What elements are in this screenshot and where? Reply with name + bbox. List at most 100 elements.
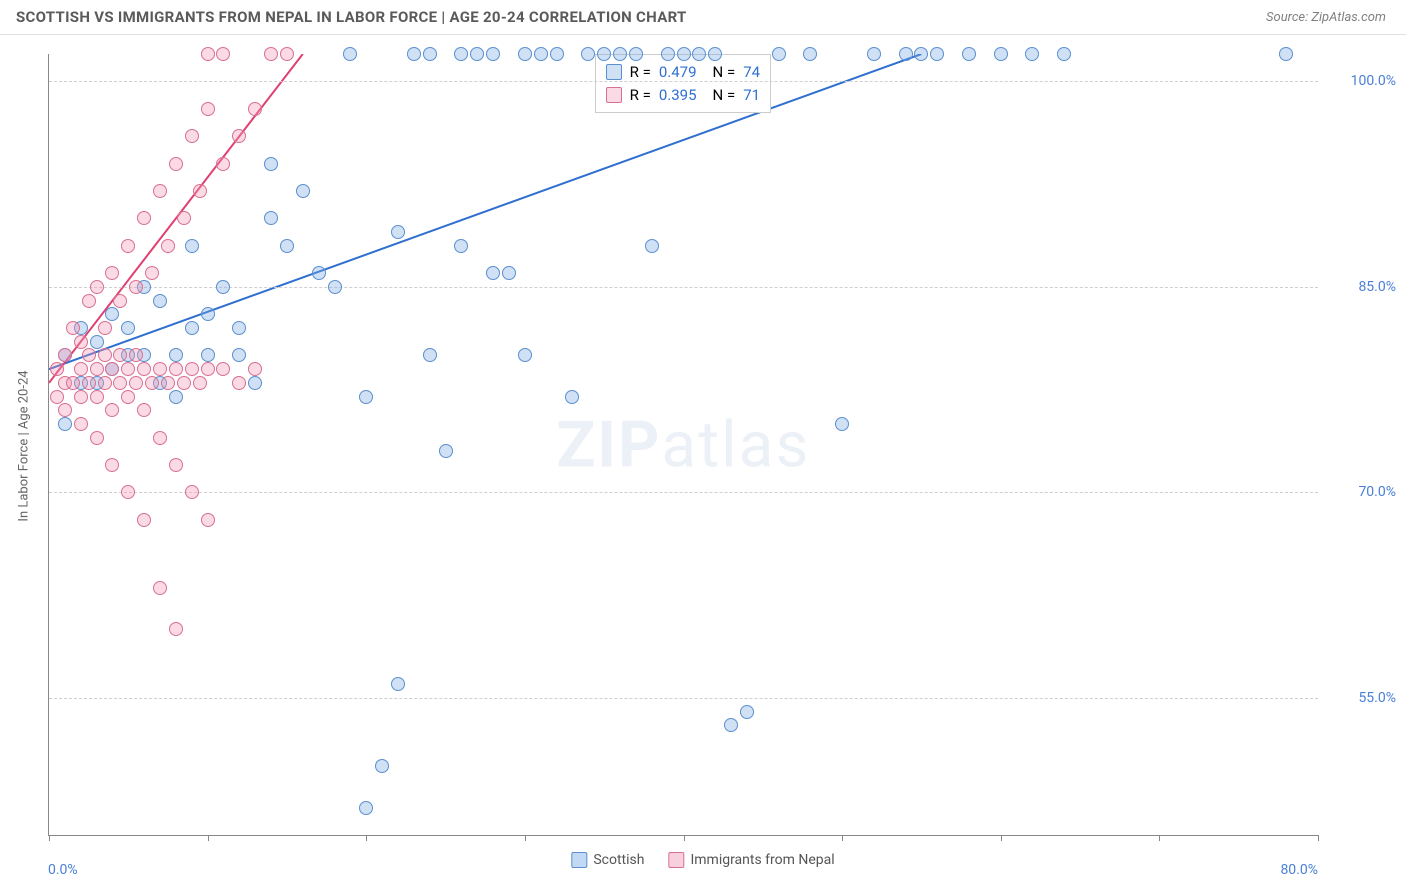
gridline-h (49, 287, 1318, 288)
data-point (248, 376, 262, 390)
data-point (391, 225, 405, 239)
data-point (359, 390, 373, 404)
data-point (391, 677, 405, 691)
data-point (129, 376, 143, 390)
x-tick (684, 835, 685, 841)
chart-title: SCOTTISH VS IMMIGRANTS FROM NEPAL IN LAB… (16, 8, 687, 26)
data-point (177, 376, 191, 390)
data-point (216, 280, 230, 294)
data-point (994, 47, 1008, 61)
data-point (185, 321, 199, 335)
data-point (185, 485, 199, 499)
legend-label: Immigrants from Nepal (690, 852, 834, 868)
data-point (82, 348, 96, 362)
y-tick-label: 70.0% (1326, 484, 1396, 500)
data-point (185, 239, 199, 253)
data-point (185, 362, 199, 376)
data-point (280, 47, 294, 61)
data-point (74, 335, 88, 349)
data-point (613, 47, 627, 61)
legend-swatch-icon (571, 852, 587, 868)
data-point (153, 184, 167, 198)
data-point (50, 362, 64, 376)
data-point (145, 266, 159, 280)
data-point (169, 348, 183, 362)
correlation-legend: R = 0.479 N = 74 R = 0.395 N = 71 (595, 54, 771, 113)
legend-n-label: N = (713, 84, 736, 107)
data-point (454, 239, 468, 253)
data-point (296, 184, 310, 198)
data-point (161, 239, 175, 253)
data-point (454, 47, 468, 61)
source-attribution: Source: ZipAtlas.com (1266, 10, 1386, 25)
gridline-h (49, 698, 1318, 699)
data-point (74, 390, 88, 404)
data-point (423, 348, 437, 362)
data-point (90, 390, 104, 404)
data-point (121, 362, 135, 376)
data-point (98, 321, 112, 335)
legend-swatch-nepal (606, 87, 622, 103)
data-point (113, 348, 127, 362)
data-point (58, 403, 72, 417)
x-tick (1318, 835, 1319, 841)
data-point (153, 581, 167, 595)
data-point (121, 321, 135, 335)
data-point (550, 47, 564, 61)
data-point (90, 280, 104, 294)
data-point (169, 458, 183, 472)
y-tick-label: 55.0% (1326, 690, 1396, 706)
data-point (121, 239, 135, 253)
data-point (248, 362, 262, 376)
data-point (597, 47, 611, 61)
data-point (867, 47, 881, 61)
x-tick (1001, 835, 1002, 841)
data-point (58, 417, 72, 431)
x-tick (842, 835, 843, 841)
data-point (90, 431, 104, 445)
y-axis-label: In Labor Force | Age 20-24 (17, 370, 32, 521)
data-point (113, 376, 127, 390)
data-point (708, 47, 722, 61)
legend-item-nepal: Immigrants from Nepal (668, 852, 834, 868)
data-point (216, 362, 230, 376)
data-point (105, 458, 119, 472)
data-point (328, 280, 342, 294)
trend-lines-layer (49, 54, 1318, 835)
data-point (129, 348, 143, 362)
data-point (50, 390, 64, 404)
data-point (193, 184, 207, 198)
data-point (58, 348, 72, 362)
data-point (113, 294, 127, 308)
watermark: ZIPatlas (557, 407, 811, 482)
x-tick (1159, 835, 1160, 841)
chart-plot-area: ZIPatlas R = 0.479 N = 74 R = 0.395 N = … (48, 54, 1318, 836)
data-point (201, 348, 215, 362)
legend-row-scottish: R = 0.479 N = 74 (606, 61, 760, 84)
data-point (772, 47, 786, 61)
data-point (82, 294, 96, 308)
data-point (518, 348, 532, 362)
data-point (74, 417, 88, 431)
data-point (486, 47, 500, 61)
data-point (121, 485, 135, 499)
data-point (1025, 47, 1039, 61)
data-point (565, 390, 579, 404)
legend-r-label: R = (630, 61, 651, 84)
data-point (137, 403, 151, 417)
data-point (692, 47, 706, 61)
legend-label: Scottish (593, 852, 644, 868)
data-point (169, 157, 183, 171)
data-point (581, 47, 595, 61)
data-point (248, 102, 262, 116)
data-point (201, 362, 215, 376)
data-point (375, 759, 389, 773)
data-point (137, 362, 151, 376)
data-point (661, 47, 675, 61)
data-point (185, 129, 199, 143)
x-tick (49, 835, 50, 841)
data-point (161, 376, 175, 390)
data-point (201, 102, 215, 116)
legend-swatch-icon (668, 852, 684, 868)
legend-r-label: R = (630, 84, 651, 107)
